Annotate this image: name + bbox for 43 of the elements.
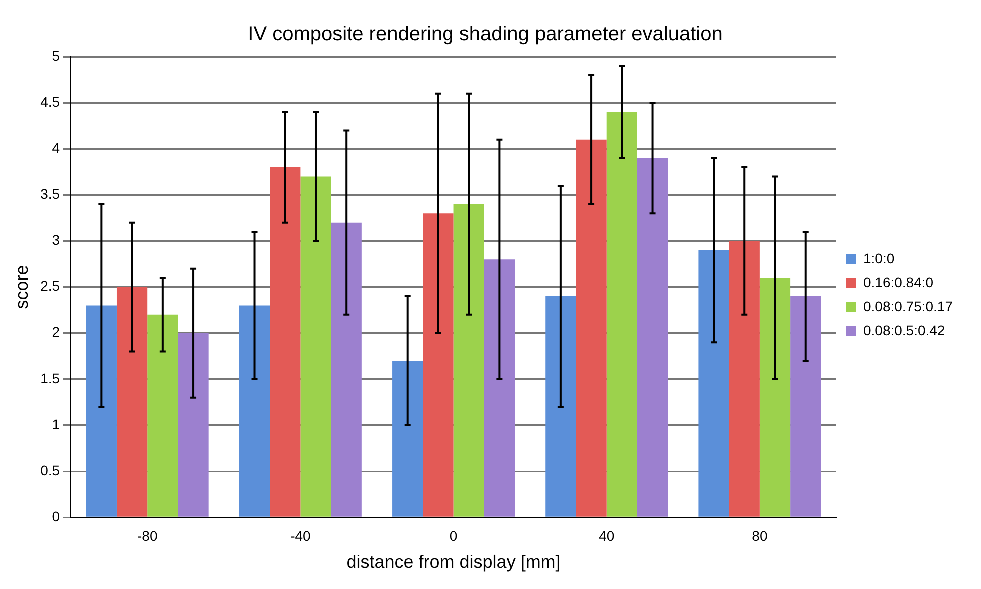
bar — [454, 204, 484, 517]
bar — [790, 296, 822, 517]
bar — [270, 168, 301, 517]
y-tick-label: 5 — [52, 48, 60, 64]
x-tick-label: -80 — [137, 528, 158, 544]
y-tick-label: 4.5 — [40, 94, 60, 110]
y-tick-label: 2.5 — [40, 278, 60, 294]
x-tick-label: 0 — [450, 528, 458, 544]
legend-label: 0.08:0.75:0.17 — [863, 298, 954, 314]
bar — [576, 140, 607, 517]
chart-title: IV composite rendering shading parameter evaluation — [248, 24, 723, 46]
bar — [331, 222, 362, 517]
bar — [423, 214, 454, 517]
bar — [239, 306, 270, 517]
y-tick-label: 3 — [52, 232, 60, 248]
bar — [148, 314, 178, 517]
y-tick-label: 1 — [52, 416, 60, 432]
x-tick-label: 40 — [599, 528, 615, 544]
legend-label: 0.16:0.84:0 — [863, 274, 934, 290]
bar — [606, 112, 638, 517]
y-tick-label: 0.5 — [40, 462, 60, 478]
bar — [729, 241, 760, 517]
bar — [300, 176, 332, 517]
bar — [546, 296, 576, 517]
bar — [484, 260, 516, 517]
legend-label: 1:0:0 — [863, 250, 895, 266]
y-tick-label: 3.5 — [40, 186, 60, 202]
y-tick-label: 0 — [52, 508, 60, 524]
legend-label: 0.08:0.5:0.42 — [863, 322, 946, 338]
bar — [392, 360, 424, 517]
bar — [116, 287, 148, 517]
bar — [637, 158, 668, 517]
y-tick-label: 1.5 — [40, 370, 60, 386]
x-tick-label: 80 — [752, 528, 768, 544]
bar — [86, 306, 117, 517]
y-axis-title: score — [12, 265, 32, 310]
x-tick-label: -40 — [290, 528, 312, 544]
bar — [760, 278, 791, 517]
x-axis-title: distance from display [mm] — [346, 552, 561, 572]
bar — [698, 250, 730, 517]
y-tick-label: 4 — [52, 140, 60, 156]
bar — [178, 333, 209, 517]
y-tick-label: 2 — [52, 324, 60, 340]
